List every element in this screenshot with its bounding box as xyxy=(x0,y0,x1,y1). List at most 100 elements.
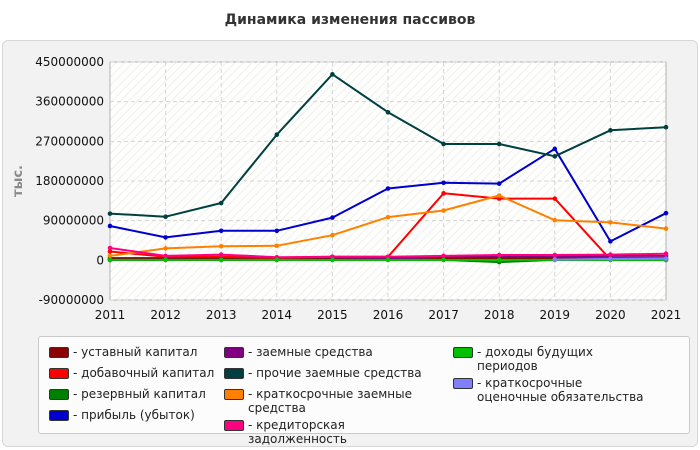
data-point[interactable] xyxy=(218,200,224,206)
y-tick-label: 270000000 xyxy=(35,134,104,148)
legend-item[interactable]: - доходы будущих периодов xyxy=(453,345,653,373)
x-tick-label: 2012 xyxy=(150,308,181,322)
legend-swatch xyxy=(49,389,69,400)
legend-swatch xyxy=(49,347,69,358)
data-point[interactable] xyxy=(274,243,280,249)
data-point[interactable] xyxy=(274,228,280,234)
legend-swatch xyxy=(224,347,244,358)
chart-legend: - уставный капитал - добавочный капитал - … xyxy=(38,336,690,446)
data-point[interactable] xyxy=(107,249,113,254)
x-axis-ticks: 2011 2012 2013 2014 2015 2016 2017 2018 2019 2020… xyxy=(95,308,682,322)
y-axis-label: тыс. xyxy=(11,165,26,197)
y-tick-label: -90000000 xyxy=(39,293,104,307)
data-point[interactable] xyxy=(330,215,335,220)
data-point[interactable] xyxy=(663,256,669,261)
data-point[interactable] xyxy=(663,124,669,130)
data-point[interactable] xyxy=(163,253,168,259)
y-tick-label: 180000000 xyxy=(35,174,104,188)
data-point[interactable] xyxy=(663,251,669,257)
data-point[interactable] xyxy=(385,214,391,220)
data-point[interactable] xyxy=(552,196,558,201)
y-tick-label: 360000000 xyxy=(35,95,104,109)
data-point[interactable] xyxy=(218,257,224,263)
data-point[interactable] xyxy=(107,211,113,216)
y-axis-ticks: 450000000 360000000 270000000 180000000 9000… xyxy=(35,55,104,307)
x-tick-label: 2015 xyxy=(317,308,348,322)
legend-item[interactable]: - прочие заемные средства xyxy=(224,366,424,384)
data-point[interactable] xyxy=(441,191,446,196)
data-point[interactable] xyxy=(274,132,280,138)
data-point[interactable] xyxy=(441,257,446,263)
data-point[interactable] xyxy=(163,235,168,240)
legend-column-1: - уставный капитал - добавочный капитал - … xyxy=(49,345,219,429)
data-point[interactable] xyxy=(608,252,613,257)
data-point[interactable] xyxy=(441,180,446,186)
data-point[interactable] xyxy=(496,252,502,258)
data-point[interactable] xyxy=(441,141,446,147)
data-point[interactable] xyxy=(441,253,446,259)
x-tick-label: 2021 xyxy=(651,308,682,322)
data-point[interactable] xyxy=(552,252,558,258)
x-tick-label: 2017 xyxy=(428,308,459,322)
series-group xyxy=(107,193,669,259)
series-lines xyxy=(107,72,669,265)
legend-swatch xyxy=(49,410,69,421)
data-point[interactable] xyxy=(608,256,613,262)
data-point[interactable] xyxy=(274,257,280,263)
legend-item[interactable]: - краткосрочные оценочные обязательства xyxy=(453,376,653,404)
data-point[interactable] xyxy=(107,253,113,259)
legend-label: - прочие заемные средства xyxy=(248,366,422,380)
data-point[interactable] xyxy=(552,257,558,262)
data-point[interactable] xyxy=(107,257,113,263)
data-point[interactable] xyxy=(218,228,224,234)
data-point[interactable] xyxy=(385,186,391,191)
legend-column-3: - доходы будущих периодов - краткосрочные… xyxy=(453,345,653,407)
y-tick-label: 0 xyxy=(96,253,104,267)
data-point[interactable] xyxy=(163,246,168,251)
x-tick-label: 2014 xyxy=(262,308,293,322)
data-point[interactable] xyxy=(441,208,446,213)
data-point[interactable] xyxy=(608,239,613,244)
legend-swatch xyxy=(224,420,244,431)
data-point[interactable] xyxy=(552,154,558,159)
legend-item[interactable]: - добавочный капитал xyxy=(49,366,219,384)
data-point[interactable] xyxy=(496,193,502,198)
data-point[interactable] xyxy=(496,257,502,263)
data-point[interactable] xyxy=(330,257,335,263)
legend-label: - кредиторская задолженность xyxy=(248,418,347,446)
data-point[interactable] xyxy=(163,214,168,219)
legend-label: - заемные средства xyxy=(248,345,373,359)
legend-label: - краткосрочные оценочные обязательства xyxy=(477,376,644,404)
data-point[interactable] xyxy=(385,257,391,263)
data-point[interactable] xyxy=(330,72,335,77)
data-point[interactable] xyxy=(107,245,113,251)
data-point[interactable] xyxy=(552,146,558,152)
data-point[interactable] xyxy=(663,226,669,231)
data-point[interactable] xyxy=(496,181,502,186)
data-point[interactable] xyxy=(330,232,335,238)
legend-swatch xyxy=(49,368,69,379)
data-point[interactable] xyxy=(163,257,168,263)
data-point[interactable] xyxy=(663,210,669,216)
legend-label: - доходы будущих периодов xyxy=(477,345,593,373)
legend-item[interactable]: - уставный капитал xyxy=(49,345,219,363)
legend-label: - краткосрочные заемные средства xyxy=(248,387,412,415)
data-point[interactable] xyxy=(608,128,613,133)
x-tick-label: 2018 xyxy=(484,308,515,322)
data-point[interactable] xyxy=(218,252,224,257)
legend-label: - прибыль (убыток) xyxy=(73,408,195,422)
legend-item[interactable]: - кредиторская задолженность xyxy=(224,418,424,446)
data-point[interactable] xyxy=(496,141,502,147)
data-point[interactable] xyxy=(218,243,224,249)
data-point[interactable] xyxy=(107,223,113,229)
legend-label: - уставный капитал xyxy=(73,345,198,359)
legend-item[interactable]: - краткосрочные заемные средства xyxy=(224,387,424,415)
legend-swatch xyxy=(224,368,244,379)
data-point[interactable] xyxy=(608,220,613,225)
legend-item[interactable]: - резервный капитал xyxy=(49,387,219,405)
x-tick-label: 2020 xyxy=(595,308,626,322)
legend-item[interactable]: - прибыль (убыток) xyxy=(49,408,219,426)
legend-item[interactable]: - заемные средства xyxy=(224,345,424,363)
data-point[interactable] xyxy=(552,217,558,223)
data-point[interactable] xyxy=(385,109,391,115)
